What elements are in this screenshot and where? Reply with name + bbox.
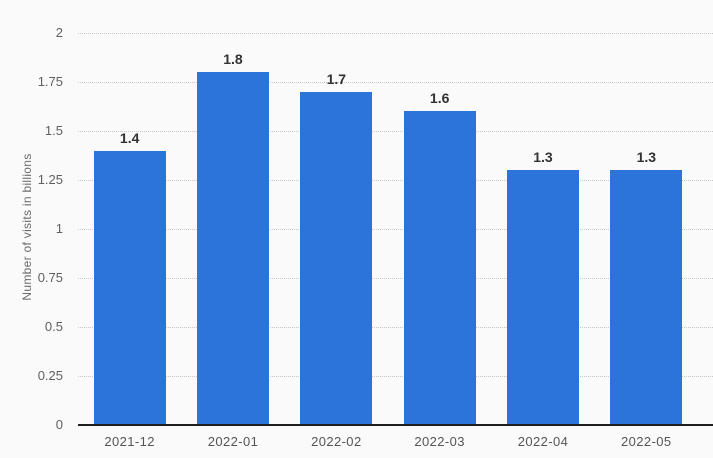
y-tick-label-1.5: 1.5 bbox=[44, 123, 63, 138]
bar-2021-12[interactable] bbox=[93, 150, 166, 424]
x-axis-label-2022-05: 2022-05 bbox=[621, 434, 672, 449]
gridline-1.25 bbox=[78, 180, 713, 181]
bar-value-label-2021-12: 1.4 bbox=[119, 129, 140, 146]
x-axis-label-2022-02: 2022-02 bbox=[311, 434, 362, 449]
gridline-0.75 bbox=[78, 278, 713, 279]
gridline-1.75 bbox=[78, 82, 713, 83]
gridline-1 bbox=[78, 229, 713, 230]
x-axis-label-2022-03: 2022-03 bbox=[414, 434, 465, 449]
y-tick-label-1.75: 1.75 bbox=[37, 74, 63, 89]
bar-2022-02[interactable] bbox=[300, 91, 373, 424]
x-axis-label-2022-04: 2022-04 bbox=[517, 434, 569, 449]
gridline-2 bbox=[78, 33, 713, 34]
bar-value-label-2022-04: 1.3 bbox=[533, 149, 553, 166]
bar-2022-01[interactable] bbox=[196, 72, 269, 424]
y-tick-label-0.75: 0.75 bbox=[37, 270, 63, 285]
bar-2022-05[interactable] bbox=[610, 170, 683, 424]
x-axis-label-2022-01: 2022-01 bbox=[207, 434, 259, 449]
bar-2022-04[interactable] bbox=[506, 170, 579, 424]
gridline-0.25 bbox=[78, 376, 713, 377]
y-tick-label-1.25: 1.25 bbox=[37, 172, 63, 187]
bar-value-label-2022-03: 1.6 bbox=[429, 90, 450, 107]
gridline-0.5 bbox=[78, 327, 713, 328]
x-axis-line bbox=[78, 424, 713, 426]
y-tick-label-2: 2 bbox=[55, 25, 63, 40]
x-axis-label-2021-12: 2021-12 bbox=[104, 434, 155, 449]
bar-2022-03[interactable] bbox=[403, 111, 476, 424]
bar-value-label-2022-05: 1.3 bbox=[636, 149, 657, 166]
y-tick-label-1: 1 bbox=[55, 221, 63, 236]
gridline-1.5 bbox=[78, 131, 713, 132]
y-tick-label-0.25: 0.25 bbox=[37, 368, 63, 383]
bar-value-label-2022-01: 1.8 bbox=[223, 51, 243, 68]
y-tick-label-0: 0 bbox=[55, 417, 63, 432]
bar-value-label-2022-02: 1.7 bbox=[326, 70, 347, 87]
y-tick-label-0.5: 0.5 bbox=[44, 319, 63, 334]
